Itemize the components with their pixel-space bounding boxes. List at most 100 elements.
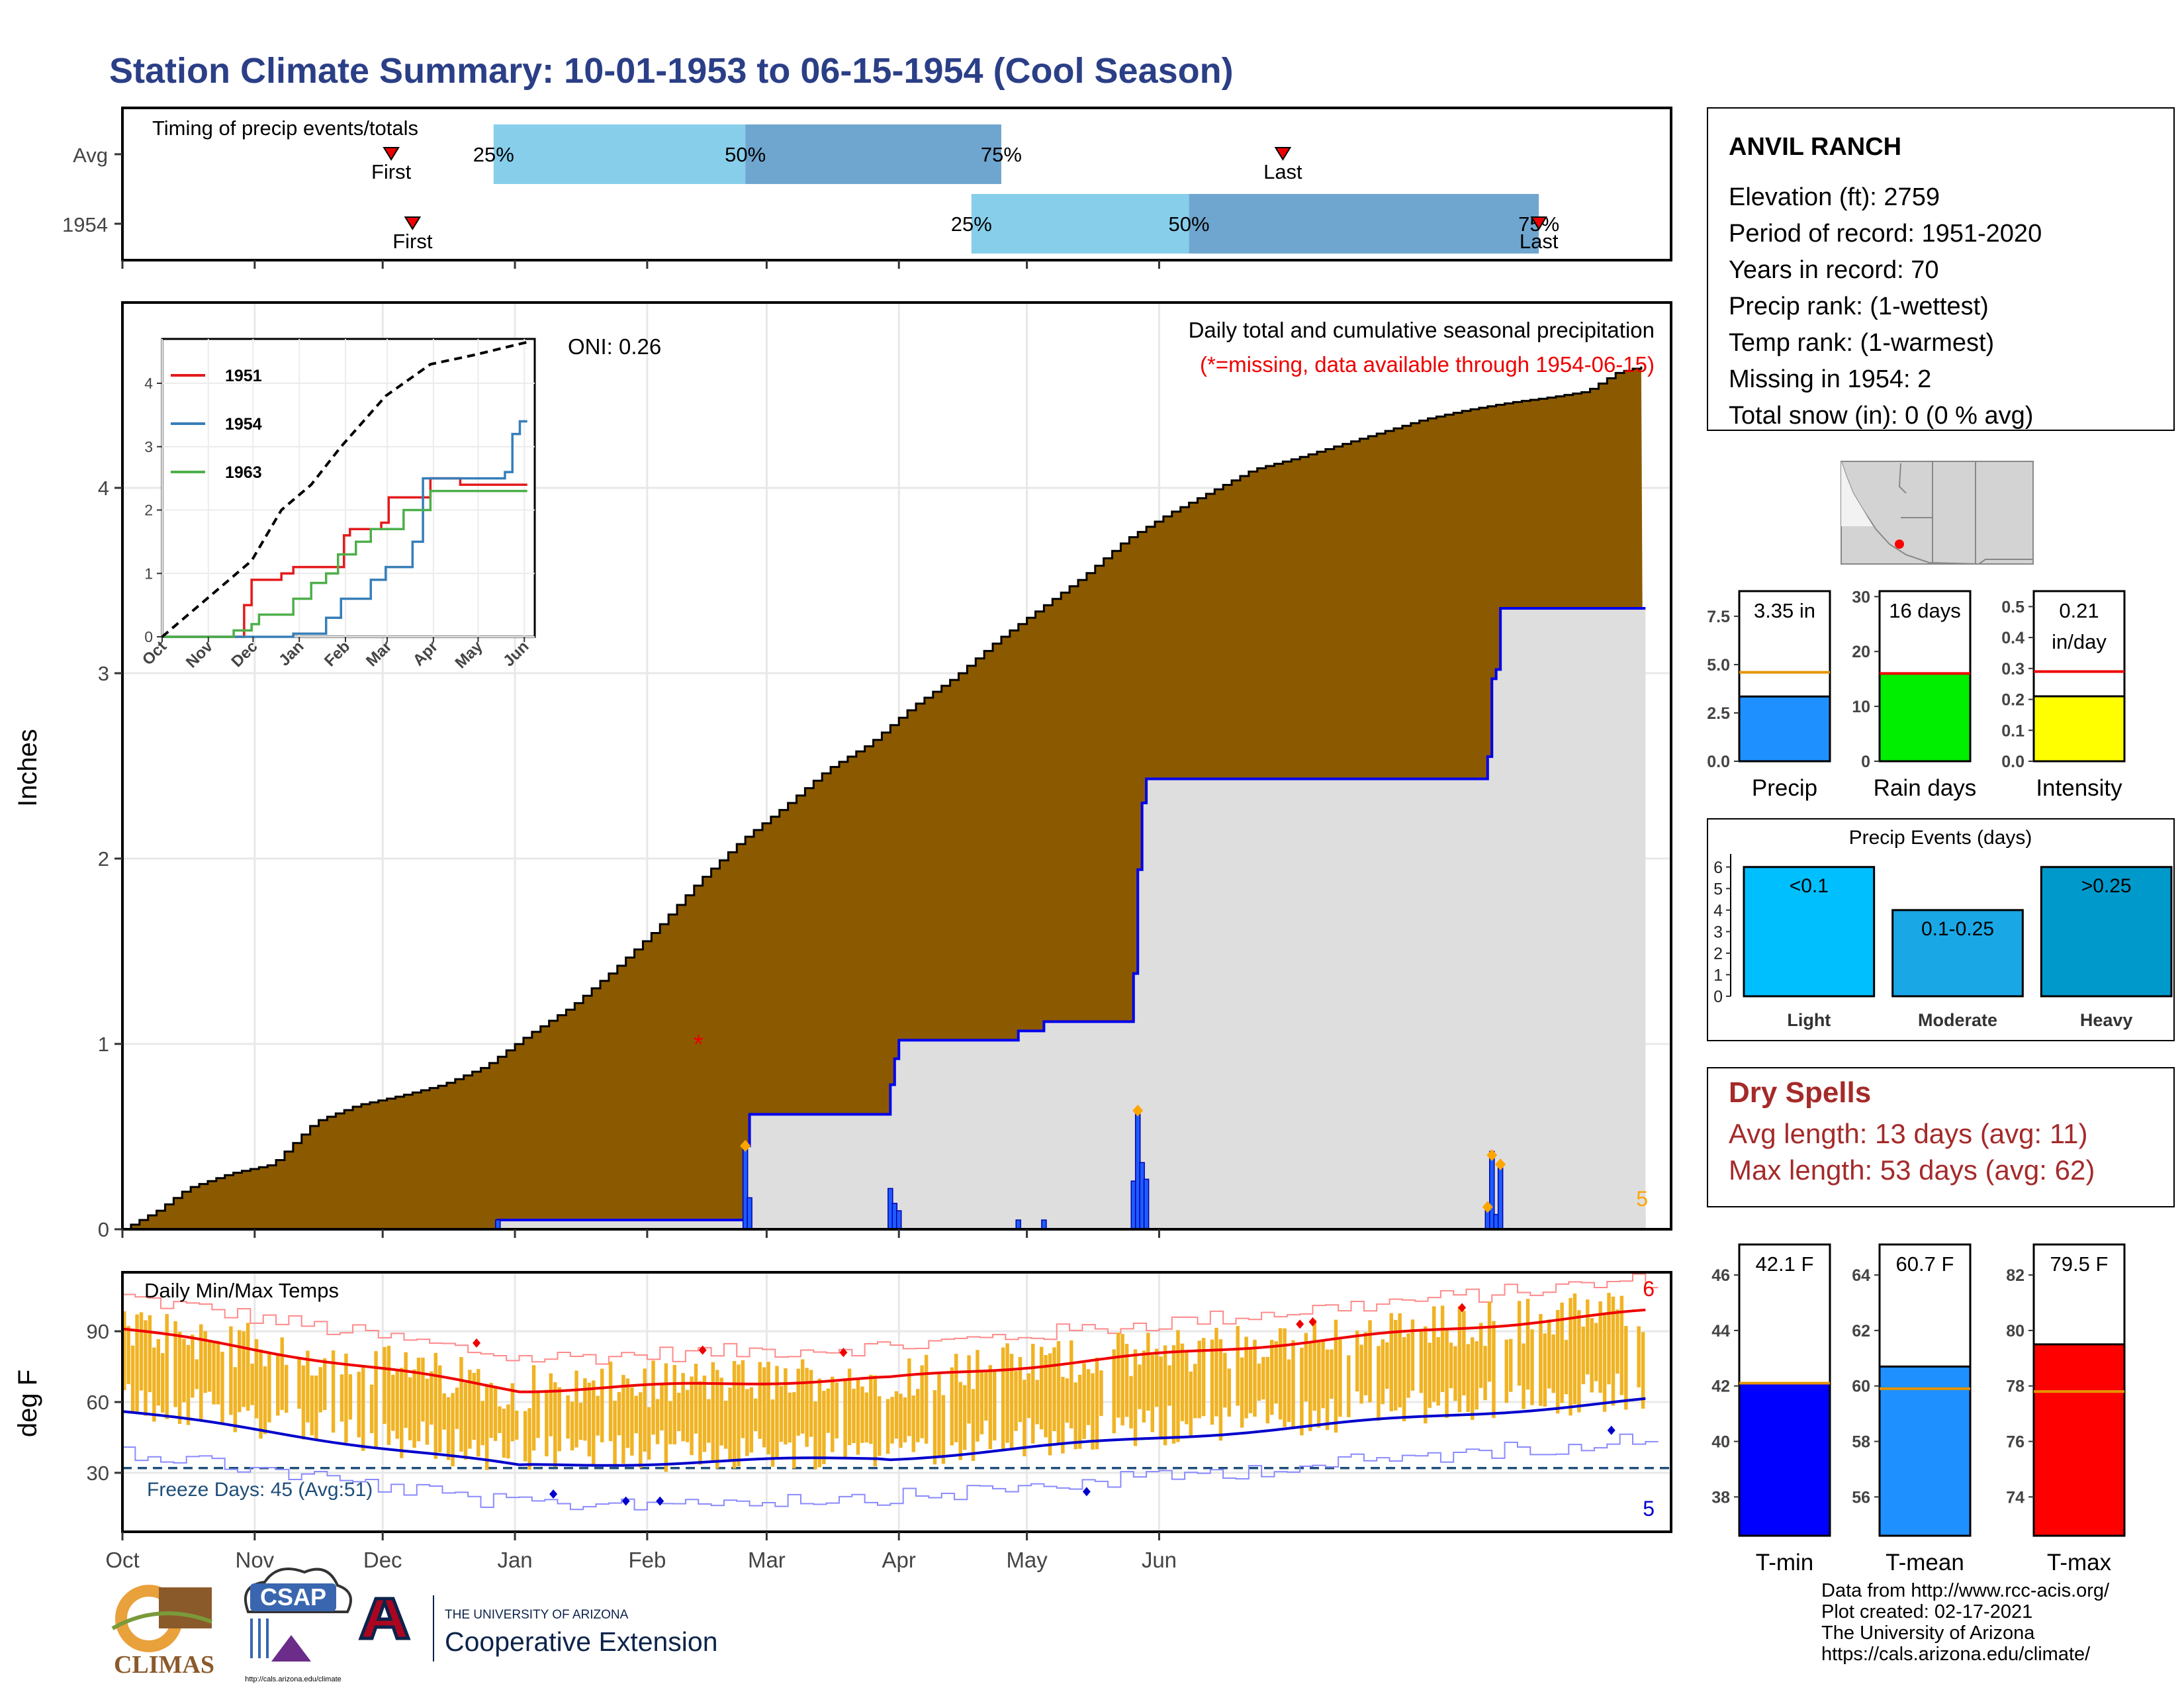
daily-temp-bar bbox=[625, 1378, 630, 1448]
mini-panel-tick-label: 0.1 bbox=[2001, 722, 2025, 740]
map-borders bbox=[1898, 461, 1976, 564]
daily-temp-bar bbox=[468, 1370, 472, 1449]
daily-temp-bar bbox=[856, 1378, 860, 1455]
daily-temp-bar bbox=[672, 1365, 677, 1444]
record-low-marker bbox=[656, 1496, 664, 1506]
daily-temp-bar bbox=[322, 1358, 327, 1410]
mini-panel-tick-label: 0 bbox=[1861, 753, 1870, 771]
daily-temp-bar bbox=[651, 1360, 655, 1435]
daily-temp-bar bbox=[796, 1368, 800, 1436]
timing-p25-label: 25% bbox=[951, 212, 992, 236]
mini-panel-value-unit: in/day bbox=[2052, 630, 2107, 653]
daily-temp-bar bbox=[306, 1350, 310, 1423]
daily-temp-bar bbox=[1044, 1355, 1048, 1438]
record-precip-marker bbox=[1482, 1201, 1493, 1213]
daily-temp-bar bbox=[1116, 1333, 1120, 1418]
main-y-tick-label: 3 bbox=[98, 662, 109, 685]
daily-temp-bar bbox=[284, 1364, 289, 1413]
mini-panel-tick-label: 46 bbox=[1711, 1266, 1730, 1285]
daily-temp-bar bbox=[1428, 1342, 1432, 1408]
daily-temp-bar bbox=[1082, 1363, 1086, 1439]
main-corner-count: 5 bbox=[1636, 1187, 1648, 1211]
daily-temp-bar bbox=[1304, 1333, 1308, 1401]
timing-bar-q3 bbox=[745, 124, 1001, 184]
station-line: Precip rank: (1-wettest) bbox=[1729, 293, 1989, 320]
daily-temp-bar bbox=[574, 1370, 578, 1448]
daily-temp-bar bbox=[216, 1340, 220, 1405]
daily-temp-bar bbox=[805, 1368, 809, 1447]
daily-temp-bar bbox=[770, 1399, 775, 1467]
daily-temp-bar bbox=[634, 1395, 638, 1434]
daily-temp-bar bbox=[685, 1389, 690, 1442]
mini-panel-label: T-max bbox=[2047, 1550, 2112, 1575]
daily-temp-bar bbox=[1001, 1347, 1005, 1450]
inset-legend-label: 1951 bbox=[225, 367, 262, 385]
daily-temp-bar bbox=[527, 1408, 531, 1470]
daily-temp-bar bbox=[1321, 1340, 1325, 1409]
daily-temp-bar bbox=[1244, 1336, 1248, 1419]
daily-temp-bar bbox=[817, 1378, 822, 1468]
daily-temp-bar bbox=[416, 1358, 421, 1442]
daily-temp-bar bbox=[1048, 1353, 1052, 1456]
daily-temp-bar bbox=[639, 1392, 643, 1468]
record-low-marker bbox=[549, 1489, 558, 1499]
daily-temp-bar bbox=[297, 1358, 301, 1409]
mini-panel-value: 60.7 F bbox=[1896, 1252, 1954, 1276]
climas-text: CLIMAS bbox=[114, 1651, 214, 1679]
daily-temp-bar bbox=[357, 1372, 361, 1438]
inset-legend-label: 1963 bbox=[225, 463, 262, 482]
events-y-tick-label: 5 bbox=[1713, 880, 1723, 898]
daily-temp-bar bbox=[1586, 1299, 1590, 1375]
daily-temp-bar bbox=[229, 1326, 233, 1415]
daily-temp-bar bbox=[425, 1378, 430, 1445]
daily-temp-bar bbox=[267, 1353, 271, 1423]
daily-temp-bar bbox=[1091, 1373, 1095, 1450]
daily-temp-bar bbox=[1611, 1296, 1615, 1406]
daily-temp-bar bbox=[1248, 1348, 1253, 1413]
daily-temp-bar bbox=[254, 1338, 259, 1419]
daily-temp-bar bbox=[506, 1404, 510, 1459]
daily-temp-bar bbox=[1236, 1326, 1240, 1406]
daily-temp-bar bbox=[130, 1345, 135, 1413]
daily-temp-bar bbox=[182, 1338, 186, 1403]
daily-temp-bar bbox=[1146, 1333, 1150, 1411]
daily-temp-bar bbox=[1551, 1334, 1555, 1393]
csap-bars bbox=[250, 1618, 269, 1658]
daily-temp-bar bbox=[933, 1390, 937, 1465]
daily-temp-bar bbox=[1214, 1327, 1218, 1417]
daily-temp-bar bbox=[1398, 1313, 1402, 1408]
daily-temp-bar bbox=[1547, 1319, 1551, 1389]
timing-last-marker bbox=[1274, 147, 1292, 161]
mini-panel-tick-label: 7.5 bbox=[1707, 608, 1730, 626]
temp-chart-title: Daily Min/Max Temps bbox=[144, 1279, 339, 1302]
daily-temp-bar bbox=[1150, 1354, 1154, 1432]
mini-panel-tick-label: 60 bbox=[1852, 1378, 1870, 1396]
daily-temp-bar bbox=[728, 1387, 732, 1462]
daily-temp-bar bbox=[950, 1367, 954, 1446]
temp-summary-panels: 42.1 F 38 40 42 44 46 T-min 60.7 F 56 58 60 62 64 T-m… bbox=[1711, 1243, 2126, 1575]
daily-temp-bar bbox=[1509, 1338, 1513, 1392]
daily-precip-bar bbox=[1497, 1167, 1504, 1230]
daily-temp-bar bbox=[1525, 1299, 1530, 1390]
inset-y-tick-label: 1 bbox=[144, 565, 153, 582]
daily-temp-bar bbox=[860, 1386, 864, 1443]
timing-p50-label: 50% bbox=[1169, 212, 1210, 236]
daily-temp-bar bbox=[451, 1393, 455, 1467]
inset-frame bbox=[161, 338, 536, 638]
daily-temp-bar bbox=[195, 1359, 199, 1389]
daily-temp-bar bbox=[741, 1360, 745, 1438]
daily-temp-bar bbox=[1368, 1320, 1372, 1403]
daily-temp-bar bbox=[1077, 1374, 1082, 1449]
mini-panel-tick-label: 78 bbox=[2006, 1378, 2025, 1396]
daily-temp-bar bbox=[408, 1377, 412, 1440]
daily-temp-bar bbox=[690, 1376, 694, 1456]
station-line: Total snow (in): 0 (0 % avg) bbox=[1729, 402, 2033, 430]
daily-temp-bar bbox=[1257, 1363, 1261, 1401]
daily-temp-bar bbox=[1201, 1338, 1206, 1417]
footer-line: Data from http://www.rcc-acis.org/ bbox=[1821, 1580, 2110, 1601]
daily-temp-bar bbox=[1240, 1357, 1244, 1428]
csap-mountain bbox=[271, 1635, 311, 1662]
daily-temp-bar bbox=[374, 1351, 378, 1448]
station-line: Period of record: 1951-2020 bbox=[1729, 220, 2042, 248]
daily-temp-bar bbox=[1564, 1340, 1569, 1395]
